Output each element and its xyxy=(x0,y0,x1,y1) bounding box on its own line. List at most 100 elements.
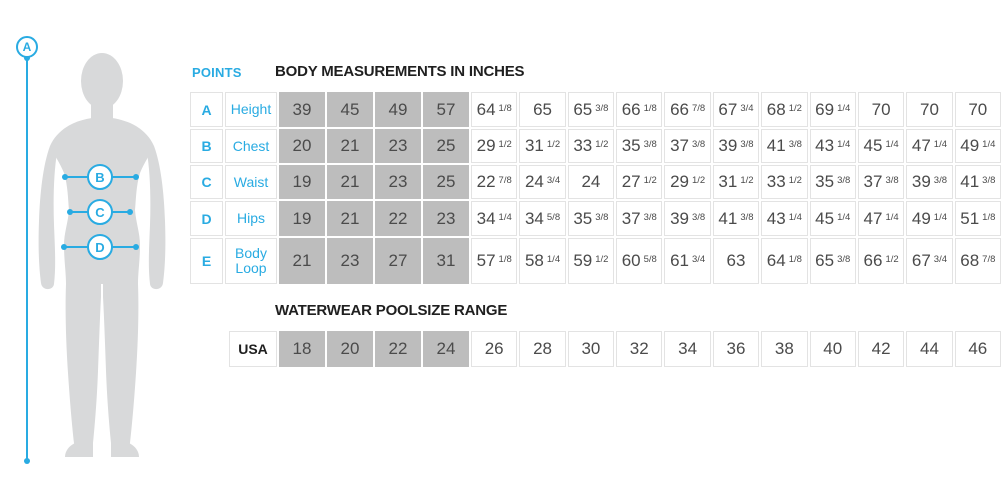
measurement-cell: 59 1/2 xyxy=(567,238,615,284)
measurement-cell-highlight: 23 xyxy=(375,165,421,199)
point-c-badge: C xyxy=(87,199,113,225)
poolsize-cell: 30 xyxy=(567,331,615,367)
point-d-badge: D xyxy=(87,234,113,260)
poolsize-cell: 26 xyxy=(471,331,518,367)
poolsize-cell: 40 xyxy=(809,331,856,367)
measurement-cell-highlight: 25 xyxy=(423,165,469,199)
poolsize-cell-highlight: 18 xyxy=(279,331,325,367)
measurement-cell: 41 3/8 xyxy=(954,165,1001,199)
measurement-figure: A B C D xyxy=(0,0,190,481)
point-b-badge: B xyxy=(87,164,113,190)
poolsize-cell-highlight: 22 xyxy=(375,331,421,367)
measurement-cell: 65 xyxy=(519,92,566,127)
measurement-cell: 69 1/4 xyxy=(809,92,856,127)
measurement-cell: 70 xyxy=(906,92,953,127)
measurement-cell: 67 3/4 xyxy=(712,92,760,127)
measurement-cell-highlight: 25 xyxy=(423,129,469,163)
measurement-cell: 34 5/8 xyxy=(519,201,566,236)
body-silhouette-icon xyxy=(38,53,166,457)
measurement-cell: 64 1/8 xyxy=(761,238,808,284)
measurement-cell-highlight: 49 xyxy=(375,92,421,127)
measurement-cell: 58 1/4 xyxy=(519,238,566,284)
measurement-cell-highlight: 45 xyxy=(327,92,373,127)
poolsize-cell: 28 xyxy=(519,331,566,367)
point-label-cell: Waist xyxy=(225,165,277,199)
measurement-cell: 66 1/8 xyxy=(616,92,663,127)
measurement-cell: 70 xyxy=(857,92,905,127)
usa-label-cell: USA xyxy=(229,331,277,367)
measurement-cell: 47 1/4 xyxy=(906,129,953,163)
height-measure-line xyxy=(24,55,30,464)
measurement-cell-highlight: 19 xyxy=(279,165,325,199)
measurement-cell: 41 3/8 xyxy=(712,201,760,236)
measurement-cell: 39 3/8 xyxy=(712,129,760,163)
measurement-cell: 70 xyxy=(954,92,1001,127)
measurement-cell: 65 3/8 xyxy=(809,238,856,284)
poolsize-cell: 36 xyxy=(712,331,760,367)
measurement-cell: 57 1/8 xyxy=(471,238,518,284)
measurement-cell: 49 1/4 xyxy=(954,129,1001,163)
measurement-cell-highlight: 19 xyxy=(279,201,325,236)
point-label-cell: Hips xyxy=(225,201,277,236)
measurement-cell: 22 7/8 xyxy=(471,165,518,199)
point-letter-cell: B xyxy=(190,129,223,163)
point-letter-cell: D xyxy=(190,201,223,236)
poolsize-cell-highlight: 20 xyxy=(327,331,373,367)
measurement-cell: 64 1/8 xyxy=(471,92,518,127)
measurement-cell: 35 3/8 xyxy=(809,165,856,199)
measurement-cell: 39 3/8 xyxy=(906,165,953,199)
measurement-cell-highlight: 39 xyxy=(279,92,325,127)
measurement-cell: 68 1/2 xyxy=(761,92,808,127)
measurement-cell: 29 1/2 xyxy=(471,129,518,163)
measurement-cell: 51 1/8 xyxy=(954,201,1001,236)
measurement-cell: 31 1/2 xyxy=(712,165,760,199)
point-d-label: D xyxy=(95,239,105,255)
measurement-cell: 66 1/2 xyxy=(857,238,905,284)
measurement-cell: 24 xyxy=(567,165,615,199)
measurement-cell: 35 3/8 xyxy=(616,129,663,163)
point-letter-cell: E xyxy=(190,238,223,284)
measurement-cell: 66 7/8 xyxy=(664,92,711,127)
measurement-cell-highlight: 57 xyxy=(423,92,469,127)
measurement-cell: 43 1/4 xyxy=(761,201,808,236)
point-letter-cell: C xyxy=(190,165,223,199)
measurement-cell: 34 1/4 xyxy=(471,201,518,236)
measurement-cell-highlight: 21 xyxy=(327,129,373,163)
poolsize-cell: 46 xyxy=(954,331,1001,367)
measurement-cell: 31 1/2 xyxy=(519,129,566,163)
measurements-table: A Height 39 45 49 57 64 1/8 65 65 3/8 66 1/8 66 7/8 67 3… xyxy=(190,92,1001,284)
measurement-cell: 47 1/4 xyxy=(857,201,905,236)
measurement-cell: 60 5/8 xyxy=(616,238,663,284)
measurement-cell-highlight: 27 xyxy=(375,238,421,284)
point-label-cell: Body Loop xyxy=(225,238,277,284)
poolsize-cell: 44 xyxy=(906,331,953,367)
poolsize-cell: 32 xyxy=(616,331,663,367)
measurement-cell: 37 3/8 xyxy=(616,201,663,236)
measurement-cell-highlight: 20 xyxy=(279,129,325,163)
poolsize-cell: 38 xyxy=(761,331,808,367)
points-heading: POINTS xyxy=(192,65,242,80)
measurement-cell: 63 xyxy=(712,238,760,284)
poolsize-table: USA 18 20 22 24 26 28 30 32 34 36 38 40 42 44 46 xyxy=(229,331,1001,367)
measurement-cell: 45 1/4 xyxy=(809,201,856,236)
poolsize-cell: 42 xyxy=(857,331,905,367)
measurement-cell: 45 1/4 xyxy=(857,129,905,163)
measurement-cell-highlight: 23 xyxy=(327,238,373,284)
measurement-cell-highlight: 21 xyxy=(279,238,325,284)
point-label-cell: Chest xyxy=(225,129,277,163)
measurement-cell: 37 3/8 xyxy=(664,129,711,163)
poolsize-cell-highlight: 24 xyxy=(423,331,469,367)
measurement-cell: 41 3/8 xyxy=(761,129,808,163)
measurement-cell: 27 1/2 xyxy=(616,165,663,199)
measurement-cell: 35 3/8 xyxy=(567,201,615,236)
point-a-badge: A xyxy=(16,36,38,58)
measurement-cell: 49 1/4 xyxy=(906,201,953,236)
poolsize-heading: WATERWEAR POOLSIZE RANGE xyxy=(275,302,508,319)
measurement-cell-highlight: 31 xyxy=(423,238,469,284)
measurement-cell: 33 1/2 xyxy=(567,129,615,163)
measurement-cell: 39 3/8 xyxy=(664,201,711,236)
measurement-cell-highlight: 23 xyxy=(375,129,421,163)
point-c-label: C xyxy=(95,204,105,220)
measurement-cell: 61 3/4 xyxy=(664,238,711,284)
measurement-cell-highlight: 21 xyxy=(327,201,373,236)
